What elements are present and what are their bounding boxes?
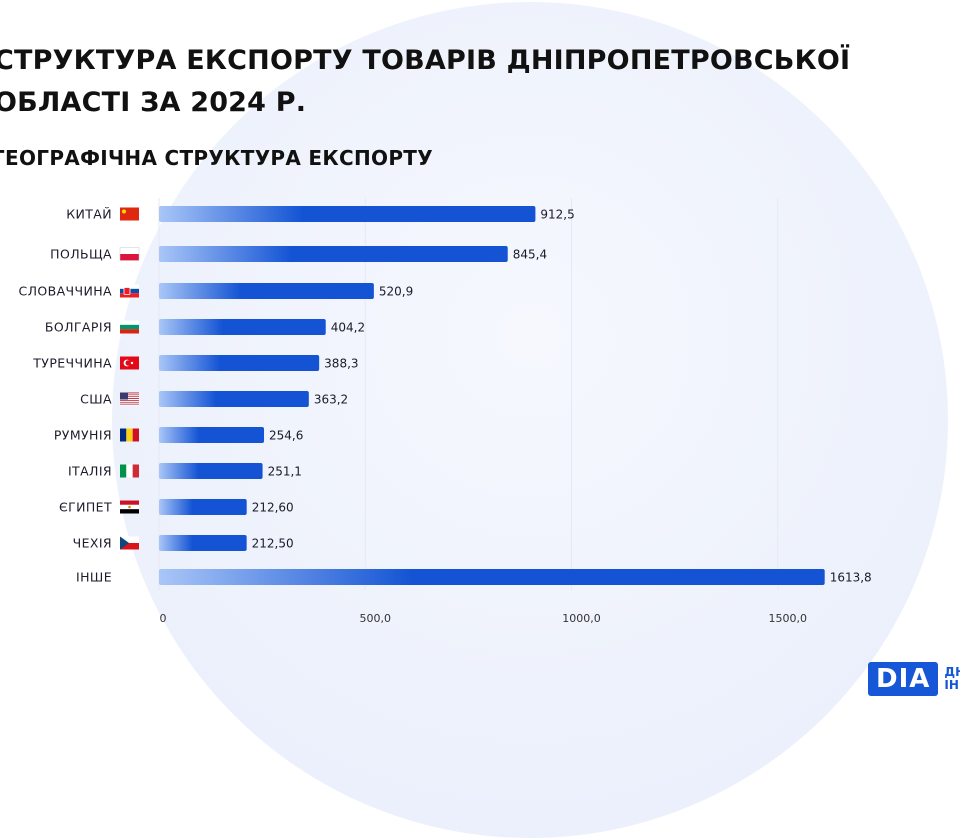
data-label: 404,2 xyxy=(331,321,365,335)
category-label: США xyxy=(80,392,112,407)
bar-row: ІНШЕ 1613,8 xyxy=(76,569,872,585)
category-label: ЄГИПЕТ xyxy=(59,500,112,515)
category-label: ПОЛЬЩА xyxy=(50,247,112,262)
bar xyxy=(159,246,508,262)
bar xyxy=(159,206,536,222)
category-label: СЛОВАЧЧИНА xyxy=(18,284,112,299)
bars: КИТАЙ 912,5 ПОЛЬЩА 845,4 СЛОВАЧЧИНА 520,9 БОЛГ… xyxy=(18,206,872,585)
category-label: ІТАЛІЯ xyxy=(68,464,112,479)
bar xyxy=(159,355,320,371)
category-label: ЧЕХІЯ xyxy=(73,536,112,551)
flag-ro-icon xyxy=(120,428,139,442)
data-label: 212,60 xyxy=(252,501,294,515)
bar-row: РУМУНІЯ 254,6 xyxy=(54,427,303,443)
logo-mark: DIA xyxy=(868,662,939,696)
x-tick-label: 0 xyxy=(160,612,167,625)
bar xyxy=(159,535,247,551)
bar-row: БОЛГАРІЯ 404,2 xyxy=(45,319,365,335)
bar xyxy=(159,569,825,585)
data-label: 845,4 xyxy=(513,248,547,262)
data-label: 520,9 xyxy=(379,285,413,299)
data-label: 251,1 xyxy=(268,465,302,479)
category-label: РУМУНІЯ xyxy=(54,428,112,443)
data-label: 912,5 xyxy=(540,208,574,222)
dia-logo: DIA ДН ІН xyxy=(868,660,960,698)
data-label: 212,50 xyxy=(252,537,294,551)
export-bar-chart: КИТАЙ 912,5 ПОЛЬЩА 845,4 СЛОВАЧЧИНА 520,9 БОЛГ… xyxy=(18,198,872,625)
bar xyxy=(159,427,265,443)
bar xyxy=(159,463,263,479)
x-tick-label: 1000,0 xyxy=(562,612,601,625)
x-tick-label: 500,0 xyxy=(360,612,392,625)
data-label: 1613,8 xyxy=(830,571,872,585)
flag-tr-icon xyxy=(120,356,139,370)
x-axis-ticks: 0 500,0 1000,0 1500,0 xyxy=(160,612,808,625)
grid-lines xyxy=(158,198,779,590)
bar-row: ТУРЕЧЧИНА 388,3 xyxy=(32,355,359,371)
x-tick-label: 1500,0 xyxy=(769,612,808,625)
flag-bg-icon xyxy=(120,320,139,334)
logo-side-text: ДН ІН xyxy=(944,665,960,692)
chart-subtitle: ГЕОГРАФІЧНА СТРУКТУРА ЕКСПОРТУ xyxy=(0,146,433,170)
flag-pl-icon xyxy=(119,247,140,261)
flag-cz-icon xyxy=(120,536,139,550)
bar-row: США 363,2 xyxy=(80,391,348,407)
bar xyxy=(159,319,326,335)
data-label: 363,2 xyxy=(314,393,348,407)
background-circle xyxy=(112,2,948,838)
bar-row: ПОЛЬЩА 845,4 xyxy=(50,246,547,262)
data-label: 254,6 xyxy=(269,429,303,443)
bar xyxy=(159,499,247,515)
flag-it-icon xyxy=(120,464,139,478)
category-label: БОЛГАРІЯ xyxy=(45,320,112,335)
bar-row: СЛОВАЧЧИНА 520,9 xyxy=(18,283,413,299)
flag-sk-icon xyxy=(120,284,139,298)
flag-us-icon xyxy=(120,392,139,406)
category-label: ТУРЕЧЧИНА xyxy=(32,356,112,371)
bar-row: КИТАЙ 912,5 xyxy=(66,206,575,222)
bar xyxy=(159,391,309,407)
category-label: КИТАЙ xyxy=(66,207,112,222)
bar-row: ЧЕХІЯ 212,50 xyxy=(73,535,294,551)
category-label: ІНШЕ xyxy=(76,570,112,585)
bar xyxy=(159,283,374,299)
bar-row: ЄГИПЕТ 212,60 xyxy=(59,499,294,515)
bar-row: ІТАЛІЯ 251,1 xyxy=(68,463,302,479)
flag-eg-icon xyxy=(120,500,139,514)
data-label: 388,3 xyxy=(324,357,358,371)
flag-cn-icon xyxy=(120,207,139,221)
page-title: СТРУКТУРА ЕКСПОРТУ ТОВАРІВ ДНІПРОПЕТРОВС… xyxy=(0,45,851,118)
